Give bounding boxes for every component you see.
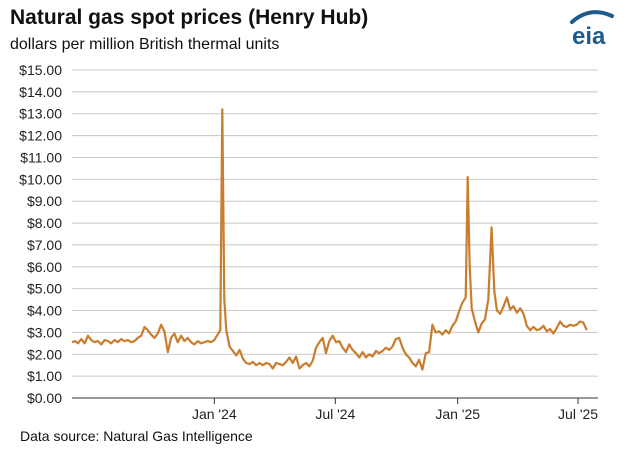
- y-tick-label: $0.00: [27, 390, 62, 406]
- logo-swoosh: [570, 10, 614, 24]
- data-source-note: Data source: Natural Gas Intelligence: [20, 428, 253, 444]
- y-axis-ticks: $0.00 $1.00 $2.00 $3.00 $4.00 $5.00 $6.00 $7.00…: [19, 62, 62, 406]
- y-tick-label: $9.00: [27, 193, 62, 209]
- eia-logo: eia: [570, 10, 614, 48]
- y-tick-label: $7.00: [27, 237, 62, 253]
- y-tick-label: $15.00: [19, 62, 62, 78]
- y-tick-label: $2.00: [27, 346, 62, 362]
- y-tick-label: $12.00: [19, 128, 62, 144]
- x-tick-label: Jul '25: [558, 406, 598, 422]
- x-axis-ticks: Jan '24 Jul '24 Jan '25 Jul '25: [192, 398, 598, 422]
- price-series: [71, 108, 588, 371]
- price-line: [71, 108, 588, 371]
- y-tick-label: $6.00: [27, 259, 62, 275]
- y-tick-label: $10.00: [19, 171, 62, 187]
- y-tick-label: $3.00: [27, 324, 62, 340]
- x-tick-label: Jul '24: [315, 406, 355, 422]
- x-tick-label: Jan '25: [435, 406, 480, 422]
- logo-text: eia: [572, 23, 606, 48]
- y-tick-label: $8.00: [27, 215, 62, 231]
- x-tick-label: Jan '24: [192, 406, 237, 422]
- y-tick-label: $14.00: [19, 84, 62, 100]
- y-tick-label: $5.00: [27, 281, 62, 297]
- y-tick-label: $1.00: [27, 368, 62, 384]
- y-tick-label: $4.00: [27, 303, 62, 319]
- y-tick-label: $13.00: [19, 106, 62, 122]
- gridlines: [72, 69, 598, 377]
- y-tick-label: $11.00: [20, 149, 62, 165]
- chart-subtitle: dollars per million British thermal unit…: [10, 36, 280, 53]
- chart-title: Natural gas spot prices (Henry Hub): [10, 6, 369, 29]
